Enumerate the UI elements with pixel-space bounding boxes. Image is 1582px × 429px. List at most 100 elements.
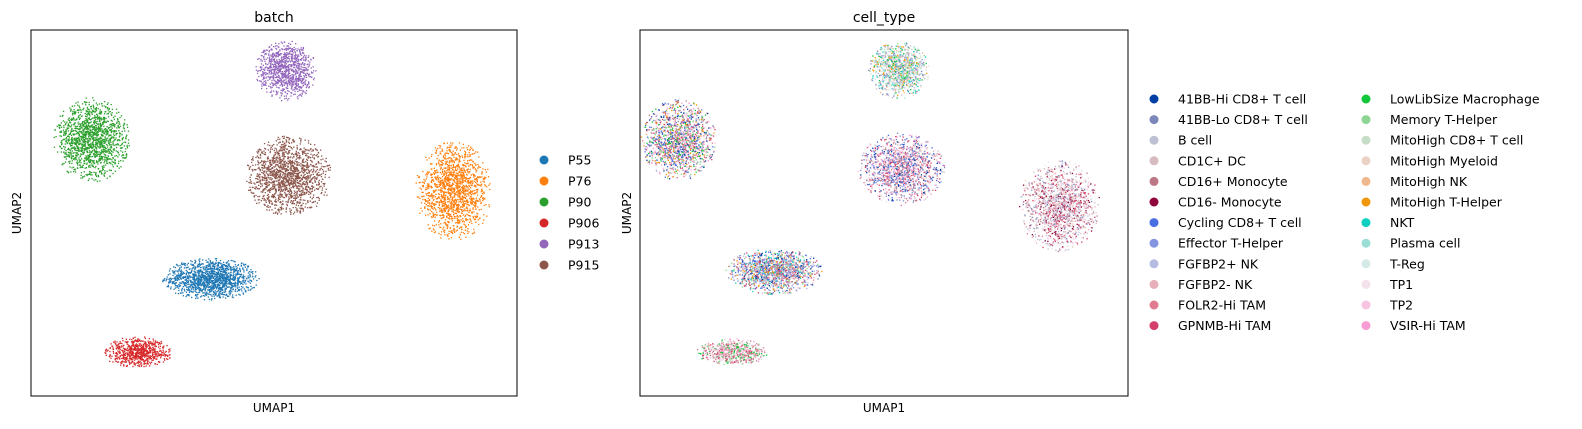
scatter-point bbox=[148, 353, 150, 355]
scatter-point bbox=[248, 277, 250, 279]
scatter-point bbox=[456, 147, 458, 149]
scatter-point bbox=[468, 195, 470, 197]
scatter-point bbox=[440, 166, 442, 168]
scatter-point bbox=[77, 116, 80, 118]
scatter-point bbox=[194, 285, 196, 287]
scatter-point bbox=[196, 270, 198, 272]
scatter-point bbox=[105, 164, 107, 166]
scatter-point bbox=[232, 289, 234, 291]
scatter-point bbox=[107, 137, 109, 139]
scatter-point bbox=[466, 186, 469, 188]
scatter-point bbox=[469, 154, 471, 156]
scatter-point bbox=[218, 278, 221, 280]
scatter-point bbox=[455, 174, 457, 177]
scatter-point bbox=[155, 345, 157, 348]
scatter-point bbox=[224, 282, 226, 284]
scatter-point bbox=[151, 342, 153, 344]
scatter-point bbox=[471, 212, 473, 214]
scatter-point bbox=[92, 166, 94, 168]
scatter-point bbox=[59, 115, 61, 117]
scatter-point bbox=[473, 211, 475, 213]
scatter-point bbox=[130, 352, 132, 354]
scatter-point bbox=[431, 186, 433, 189]
scatter-point bbox=[208, 265, 210, 267]
scatter-point bbox=[433, 231, 436, 234]
scatter-point bbox=[88, 101, 90, 104]
scatter-point bbox=[87, 179, 89, 182]
scatter-point bbox=[96, 143, 98, 145]
scatter-point bbox=[424, 206, 426, 208]
scatter-point bbox=[222, 296, 224, 298]
scatter-point bbox=[449, 172, 451, 174]
scatter-point bbox=[87, 117, 89, 120]
scatter-point bbox=[133, 363, 135, 366]
scatter-point bbox=[78, 134, 80, 136]
scatter-point bbox=[474, 178, 476, 180]
scatter-point bbox=[88, 134, 90, 136]
scatter-point bbox=[188, 289, 190, 292]
scatter-point bbox=[86, 150, 88, 153]
scatter-point bbox=[449, 186, 451, 188]
scatter-point bbox=[454, 174, 456, 176]
scatter-point bbox=[79, 140, 81, 143]
scatter-point bbox=[96, 131, 99, 133]
scatter-point bbox=[467, 219, 469, 221]
scatter-point bbox=[81, 137, 83, 139]
scatter-point bbox=[201, 279, 203, 281]
scatter-point bbox=[252, 273, 254, 275]
scatter-point bbox=[95, 161, 98, 163]
scatter-point bbox=[478, 184, 481, 186]
scatter-point bbox=[153, 357, 155, 360]
scatter-point bbox=[191, 288, 193, 290]
scatter-point bbox=[230, 282, 232, 284]
scatter-point bbox=[439, 226, 441, 228]
scatter-point bbox=[452, 211, 455, 213]
scatter-point bbox=[234, 277, 237, 279]
scatter-point bbox=[82, 176, 84, 178]
scatter-point bbox=[446, 142, 448, 144]
scatter-point bbox=[229, 273, 231, 275]
scatter-point bbox=[154, 350, 157, 352]
scatter-point bbox=[482, 168, 484, 170]
scatter-point bbox=[461, 204, 464, 206]
scatter-point bbox=[76, 161, 78, 164]
scatter-point bbox=[90, 151, 92, 153]
scatter-point bbox=[215, 258, 218, 260]
scatter-point bbox=[87, 154, 89, 156]
scatter-point bbox=[166, 278, 168, 280]
scatter-point bbox=[446, 178, 448, 180]
scatter-point bbox=[98, 116, 101, 118]
scatter-point bbox=[243, 282, 245, 284]
scatter-point bbox=[471, 222, 473, 224]
scatter-point bbox=[479, 200, 481, 202]
scatter-point bbox=[473, 152, 476, 155]
scatter-point bbox=[192, 285, 194, 288]
scatter-point bbox=[122, 345, 124, 347]
scatter-point bbox=[223, 283, 225, 285]
scatter-point bbox=[202, 276, 204, 279]
scatter-point bbox=[213, 266, 216, 268]
scatter-point bbox=[239, 270, 241, 272]
scatter-point bbox=[470, 195, 472, 198]
scatter-point bbox=[448, 171, 450, 173]
scatter-point bbox=[451, 220, 453, 222]
scatter-point bbox=[258, 278, 260, 280]
scatter-point bbox=[83, 140, 85, 142]
scatter-point bbox=[237, 264, 239, 267]
scatter-point bbox=[149, 355, 152, 357]
scatter-point bbox=[216, 279, 218, 282]
scatter-point bbox=[103, 145, 105, 147]
scatter-point bbox=[85, 173, 87, 176]
scatter-point bbox=[446, 191, 448, 194]
scatter-point bbox=[470, 159, 472, 161]
scatter-point bbox=[83, 162, 85, 165]
scatter-point bbox=[95, 172, 97, 174]
scatter-point bbox=[143, 345, 145, 347]
scatter-point bbox=[452, 142, 454, 144]
scatter-point bbox=[460, 215, 462, 218]
scatter-point bbox=[454, 231, 456, 233]
scatter-point bbox=[79, 143, 81, 145]
scatter-point bbox=[107, 106, 109, 109]
scatter-point bbox=[429, 209, 431, 211]
scatter-point bbox=[213, 285, 216, 287]
